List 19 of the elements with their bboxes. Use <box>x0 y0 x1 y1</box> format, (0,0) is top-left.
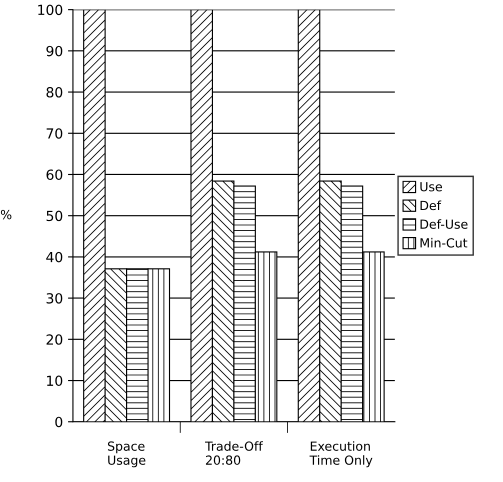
legend-label: Def-Use <box>420 219 468 229</box>
x-tick-label: Space Usage <box>108 441 146 468</box>
y-tick-label: 90 <box>46 46 62 56</box>
y-tick-label: 100 <box>38 4 62 16</box>
y-tick-label: 60 <box>46 169 62 180</box>
legend-label: Use <box>420 182 442 192</box>
x-tick-label: Execution Time Only <box>310 441 372 468</box>
y-tick-label: 0 <box>55 416 62 428</box>
x-tick-label: Trade-Off 20:80 <box>205 441 263 465</box>
y-axis-title: % <box>0 210 12 220</box>
y-tick-label: 80 <box>46 87 62 98</box>
y-tick-label: 70 <box>46 128 62 139</box>
y-tick-label: 30 <box>46 293 62 304</box>
legend-label: Def <box>420 200 442 210</box>
y-tick-label: 10 <box>47 376 62 386</box>
legend-label: Min-Cut <box>420 238 468 248</box>
y-tick-label: 50 <box>46 210 62 222</box>
y-tick-label: 20 <box>46 334 62 345</box>
y-tick-label: 40 <box>46 252 62 262</box>
